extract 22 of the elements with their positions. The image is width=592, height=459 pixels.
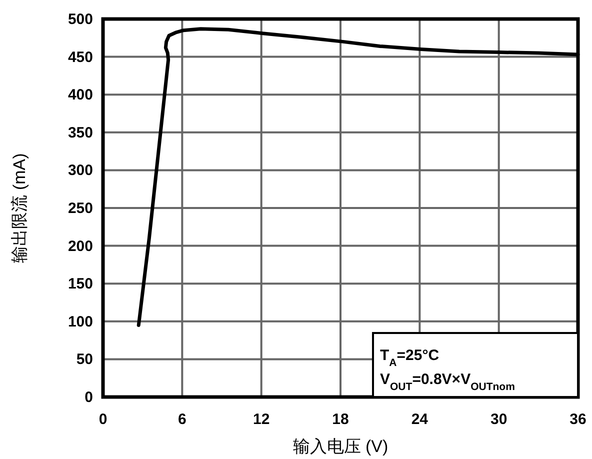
x-tick-label: 30: [490, 411, 508, 428]
y-tick-label: 500: [68, 11, 93, 28]
y-tick-label: 400: [68, 86, 93, 104]
x-tick-label: 36: [570, 411, 586, 428]
y-tick-label: 350: [68, 124, 93, 142]
y-tick-label: 250: [68, 200, 93, 217]
y-axis-title: 输出限流 (mA): [10, 153, 29, 263]
x-tick-label: 12: [252, 411, 270, 428]
annotation: V$_{OUT}$=0.8V×V$_{OUTnom}$: [380, 371, 515, 393]
y-tick-label: 450: [68, 48, 93, 66]
y-tick-label: 300: [68, 162, 93, 180]
x-axis-title: 输入电压 (V): [292, 437, 388, 456]
x-tick-label: 24: [411, 411, 429, 428]
y-tick-label: 200: [68, 238, 93, 255]
y-tick-label: 50: [76, 351, 93, 368]
x-tick-label: 0: [98, 411, 108, 428]
x-tick-label: 6: [178, 411, 186, 428]
annotation: T$_{A}$=25°C: [380, 347, 440, 369]
y-tick-label: 150: [68, 276, 93, 293]
x-tick-label: 18: [332, 411, 349, 428]
y-tick-label: 0: [84, 389, 93, 406]
y-tick-label: 100: [68, 313, 93, 330]
